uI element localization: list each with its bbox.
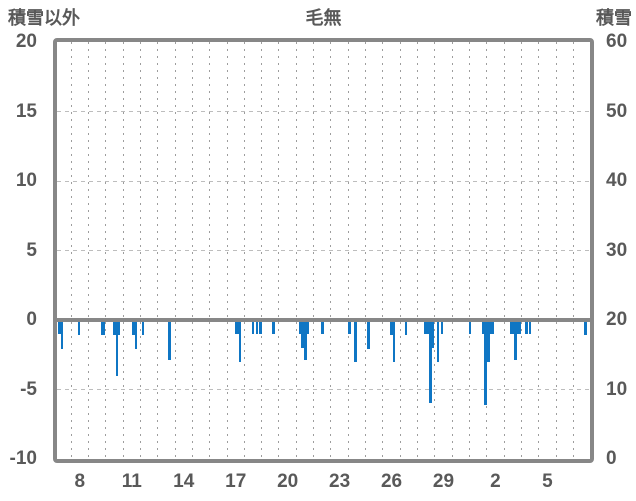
right-axis-tick-label: 0 xyxy=(606,448,617,469)
right-axis-tick-label: 30 xyxy=(606,239,628,261)
gridline-y xyxy=(57,250,590,251)
data-bar xyxy=(60,320,63,350)
data-bar xyxy=(77,320,81,336)
right-axis-tick-label: 40 xyxy=(606,170,628,191)
data-bar xyxy=(431,320,435,348)
data-bar xyxy=(390,320,395,336)
data-bar xyxy=(251,320,255,334)
x-axis-tick-label: 17 xyxy=(225,471,247,492)
chart-title: 毛無 xyxy=(305,8,342,28)
data-bar xyxy=(255,320,259,334)
right-axis-title: 積雪 xyxy=(596,8,632,28)
data-bar xyxy=(303,320,307,361)
left-axis-tick-label: 15 xyxy=(15,100,37,122)
data-bar xyxy=(100,320,106,336)
x-axis-tick-label: 8 xyxy=(74,471,86,492)
data-bar xyxy=(272,320,275,334)
zero-line xyxy=(57,318,590,322)
data-bar xyxy=(348,320,351,334)
data-bar xyxy=(259,320,263,334)
x-axis-tick-label: 11 xyxy=(121,471,142,492)
data-bar xyxy=(115,320,119,376)
data-bar xyxy=(353,320,357,362)
x-axis-tick-label: 26 xyxy=(380,471,403,492)
right-axis-tick-label: 10 xyxy=(606,378,628,400)
gridline-y xyxy=(57,389,590,390)
data-bar xyxy=(367,320,370,350)
data-bar xyxy=(235,320,242,334)
x-axis-tick-label: 2 xyxy=(490,471,501,492)
right-axis-tick-label: 20 xyxy=(606,309,628,330)
x-axis-tick-label: 5 xyxy=(542,471,553,492)
data-bar xyxy=(528,320,532,334)
left-axis-tick-label: 20 xyxy=(15,31,37,52)
data-bar xyxy=(436,320,440,362)
data-bar xyxy=(321,320,324,334)
data-bar xyxy=(131,320,137,336)
plot-area xyxy=(57,42,590,459)
x-axis-tick-label: 14 xyxy=(173,471,195,492)
plot-frame xyxy=(53,38,594,463)
data-bar xyxy=(487,320,490,362)
data-bar xyxy=(584,320,587,336)
x-axis-tick-label: 20 xyxy=(277,471,299,492)
data-bar xyxy=(238,320,242,362)
data-bar xyxy=(423,320,434,334)
data-bar xyxy=(141,320,145,336)
left-axis-tick-label: -5 xyxy=(20,378,37,400)
gridline-y xyxy=(57,111,590,112)
data-bar xyxy=(484,320,487,405)
x-axis-tick-label: 23 xyxy=(329,471,351,492)
left-axis-tick-label: 0 xyxy=(26,309,37,330)
data-bar xyxy=(134,320,137,350)
data-bar xyxy=(57,320,63,334)
gridline-y xyxy=(57,180,590,182)
data-bar xyxy=(168,320,172,361)
data-bar xyxy=(440,320,444,334)
data-bar xyxy=(405,320,408,336)
right-axis-tick-label: 60 xyxy=(606,31,628,52)
data-bar xyxy=(513,320,517,361)
left-axis-tick-label: 10 xyxy=(15,170,37,191)
data-bar xyxy=(392,320,395,362)
x-axis-tick-label: 29 xyxy=(432,471,455,492)
data-bar xyxy=(428,320,432,404)
right-axis-tick-label: 50 xyxy=(606,100,628,122)
data-bar xyxy=(524,320,528,334)
left-axis-title: 積雪以外 xyxy=(8,8,80,28)
left-axis-tick-label: -10 xyxy=(9,448,37,469)
data-bar xyxy=(468,320,472,334)
left-axis-tick-label: 5 xyxy=(26,239,37,261)
